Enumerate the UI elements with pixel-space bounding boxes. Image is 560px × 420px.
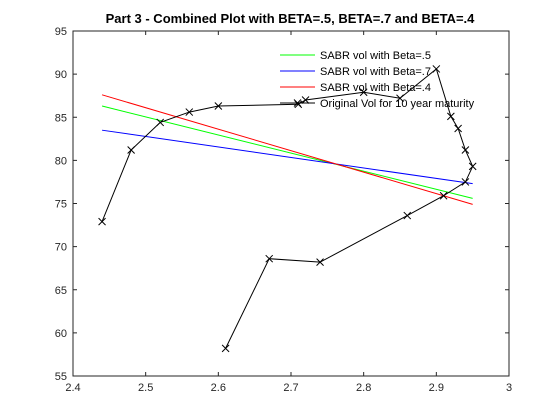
series-line-2	[101, 129, 473, 185]
data-point	[316, 258, 324, 267]
data-point	[447, 112, 455, 121]
x-tick-label: 2.7	[283, 382, 298, 394]
legend-item: SABR vol with Beta=.4	[280, 82, 431, 94]
x-tick-label: 2.9	[429, 382, 444, 394]
data-point	[396, 94, 404, 103]
y-tick-label: 65	[55, 285, 67, 297]
legend-item: Original Vol for 10 year maturity	[280, 98, 475, 110]
series-line-4	[101, 68, 474, 349]
y-tick-label: 70	[55, 242, 67, 254]
data-point	[301, 96, 310, 104]
data-point	[468, 162, 477, 171]
x-tick-label: 3	[506, 382, 512, 394]
data-point	[265, 254, 274, 263]
legend-label: SABR vol with Beta=.5	[320, 50, 431, 62]
y-tick-label: 85	[55, 112, 67, 124]
series-layer	[98, 65, 477, 353]
x-axis: 2.4 2.5 2.6 2.7 2.8 2.9 3	[65, 31, 512, 394]
data-point	[98, 217, 106, 226]
y-tick-label: 75	[55, 199, 67, 211]
legend-label: Original Vol for 10 year maturity	[320, 98, 475, 110]
legend-label: SABR vol with Beta=.4	[320, 82, 431, 94]
data-point	[127, 146, 135, 154]
x-tick-label: 2.8	[356, 382, 371, 394]
x-tick-label: 2.6	[211, 382, 226, 394]
legend: SABR vol with Beta=.5 SABR vol with Beta=…	[280, 50, 475, 110]
x-tick-label: 2.4	[65, 382, 80, 394]
chart-title: Part 3 - Combined Plot with BETA=.5, BET…	[106, 11, 476, 26]
series-line-3	[101, 94, 473, 205]
y-tick-label: 90	[55, 69, 67, 81]
y-tick-label: 60	[55, 328, 67, 340]
data-point	[439, 191, 448, 200]
data-point	[454, 124, 462, 133]
legend-item: SABR vol with Beta=.5	[280, 50, 431, 62]
data-point	[185, 108, 194, 116]
data-point	[221, 344, 230, 353]
legend-label: SABR vol with Beta=.7	[320, 66, 431, 78]
y-tick-label: 80	[55, 155, 67, 167]
data-point	[461, 146, 470, 154]
data-point	[359, 88, 368, 97]
data-point	[432, 65, 441, 73]
data-point	[156, 118, 165, 127]
legend-item: SABR vol with Beta=.7	[280, 66, 431, 78]
x-tick-label: 2.5	[138, 382, 153, 394]
y-tick-label: 55	[55, 371, 67, 383]
data-point	[403, 211, 412, 220]
data-point	[214, 102, 223, 110]
y-tick-label: 95	[55, 26, 67, 38]
data-point	[461, 178, 470, 186]
legend-marker	[293, 99, 302, 107]
plot-area	[73, 31, 509, 376]
y-axis: 55 60 65 70 75 80 85 90 95	[55, 26, 509, 383]
